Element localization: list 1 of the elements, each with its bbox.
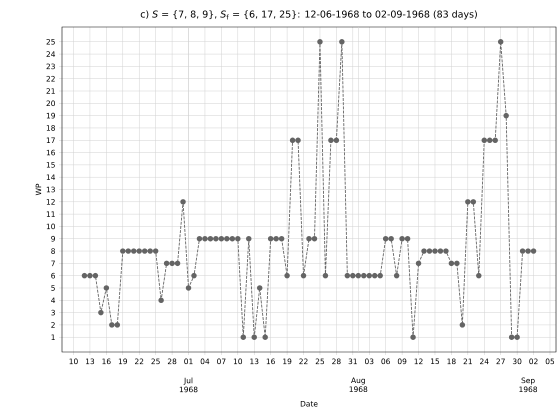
chart-title: c) S = {7, 8, 9}, S$_{f}$ = {6, 17, 25}: 12-06-1968 to 02-09-1968 (83 days) — [140, 10, 477, 20]
